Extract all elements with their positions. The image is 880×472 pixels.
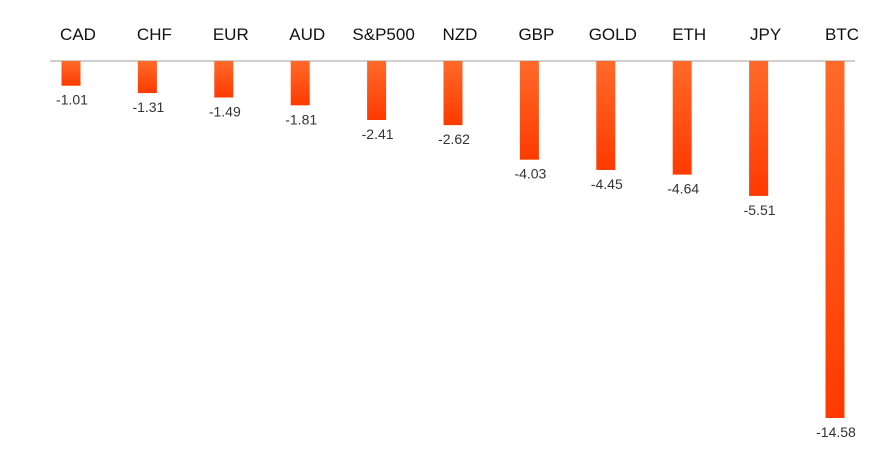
category-label: AUD — [289, 25, 325, 44]
bar-btc — [825, 61, 845, 418]
category-label: BTC — [825, 25, 859, 44]
bar-nzd — [443, 61, 463, 126]
category-label: EUR — [213, 25, 249, 44]
bar-eur — [214, 61, 234, 98]
bar-gold — [596, 61, 616, 170]
bar-sp500 — [367, 61, 387, 121]
value-label: -1.49 — [209, 103, 241, 119]
value-label: -2.62 — [438, 131, 470, 147]
bar-cad — [61, 61, 81, 86]
value-labels-group: -1.01 -1.31 -1.49 -1.81 -2.41 -2.62 -4.03 -4.45… — [56, 92, 856, 440]
category-label: S&P500 — [352, 25, 414, 44]
category-label: GOLD — [589, 25, 637, 44]
value-label: -4.03 — [514, 166, 546, 182]
value-label: -4.45 — [591, 176, 623, 192]
category-label: JPY — [750, 25, 781, 44]
bar-aud — [290, 61, 310, 106]
bar-gbp — [519, 61, 539, 160]
bar-chf — [137, 61, 157, 94]
category-label: CAD — [60, 25, 96, 44]
category-label: GBP — [518, 25, 554, 44]
value-label: -1.81 — [285, 111, 317, 127]
category-label: ETH — [672, 25, 706, 44]
value-label: -4.64 — [667, 181, 699, 197]
value-label: -1.31 — [132, 99, 164, 115]
value-label: -14.58 — [816, 424, 856, 440]
category-label: CHF — [137, 25, 172, 44]
category-labels-group: CAD CHF EUR AUD S&P500 NZD GBP GOLD ETH JPY BTC — [60, 25, 859, 44]
value-label: -2.41 — [362, 126, 394, 142]
bars-group — [61, 61, 845, 418]
bar-jpy — [749, 61, 769, 196]
value-label: -5.51 — [744, 202, 776, 218]
bar-eth — [672, 61, 692, 175]
value-label: -1.01 — [56, 92, 88, 108]
category-label: NZD — [443, 25, 478, 44]
